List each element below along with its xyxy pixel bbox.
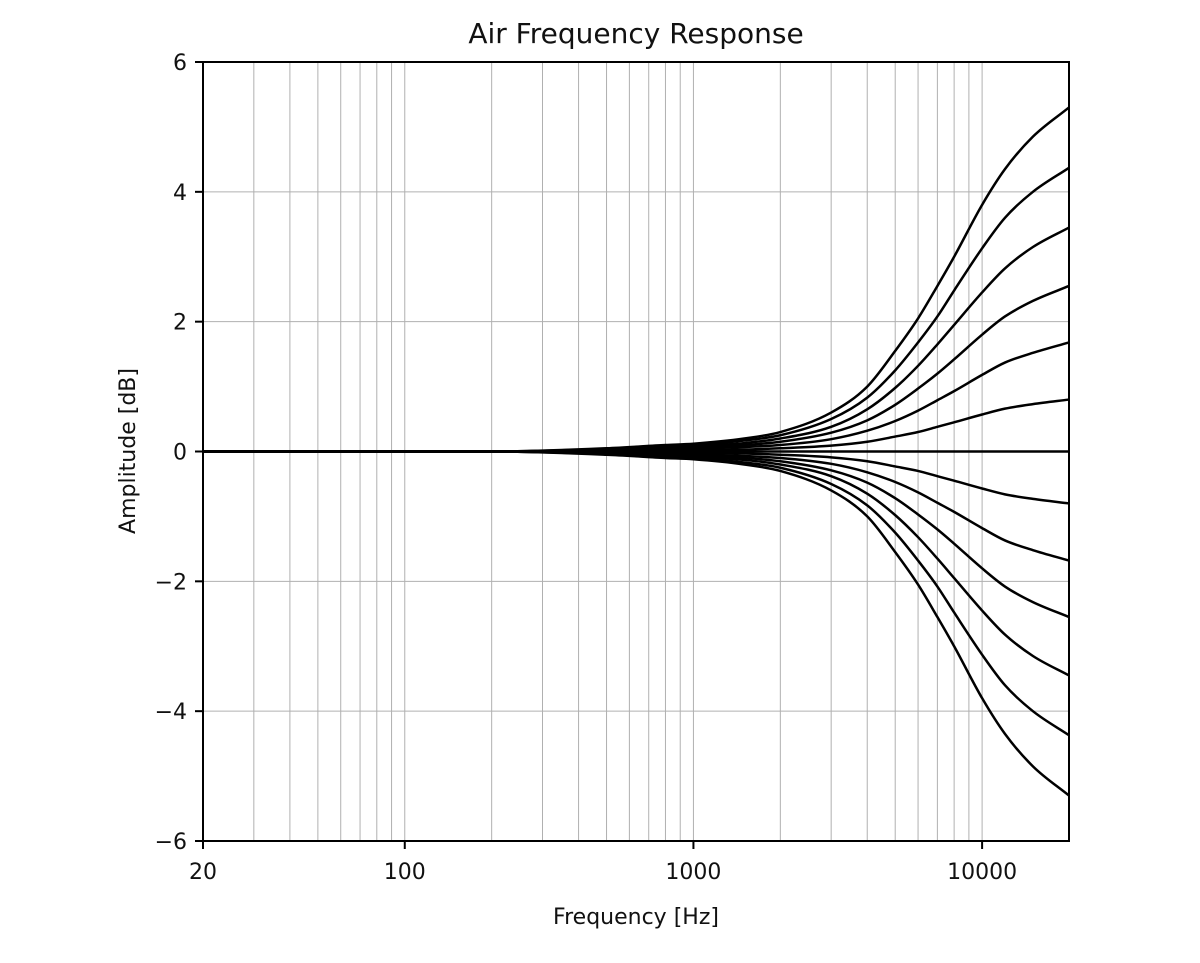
series-line-8 [203,450,1070,505]
y-tick-label: −4 [155,700,187,725]
series-line-11 [203,450,1070,677]
chart-title: Air Frequency Response [468,17,803,50]
series-lines [203,106,1070,797]
series-line-2 [203,166,1070,453]
series-line-5 [203,341,1070,453]
y-tick-label: −6 [155,830,187,855]
y-tick-label: 0 [173,441,187,466]
series-line-13 [203,450,1070,797]
series-line-3 [203,226,1070,453]
series-line-12 [203,450,1070,737]
ticks: 20 100 1000 10000 −6 −4 −2 0 2 4 6 [155,51,1018,885]
x-tick-label: 10000 [947,860,1017,885]
x-tick-label: 100 [384,860,426,885]
x-axis-label: Frequency [Hz] [553,905,719,930]
y-tick-label: −2 [155,570,187,595]
x-tick-label: 1000 [665,860,721,885]
y-tick-label: 6 [173,51,187,76]
x-tick-label: 20 [189,860,217,885]
y-axis-label: Amplitude [dB] [116,368,141,534]
y-tick-label: 4 [173,181,187,206]
series-line-6 [203,398,1070,453]
y-tick-label: 2 [173,311,187,336]
series-line-9 [203,450,1070,562]
